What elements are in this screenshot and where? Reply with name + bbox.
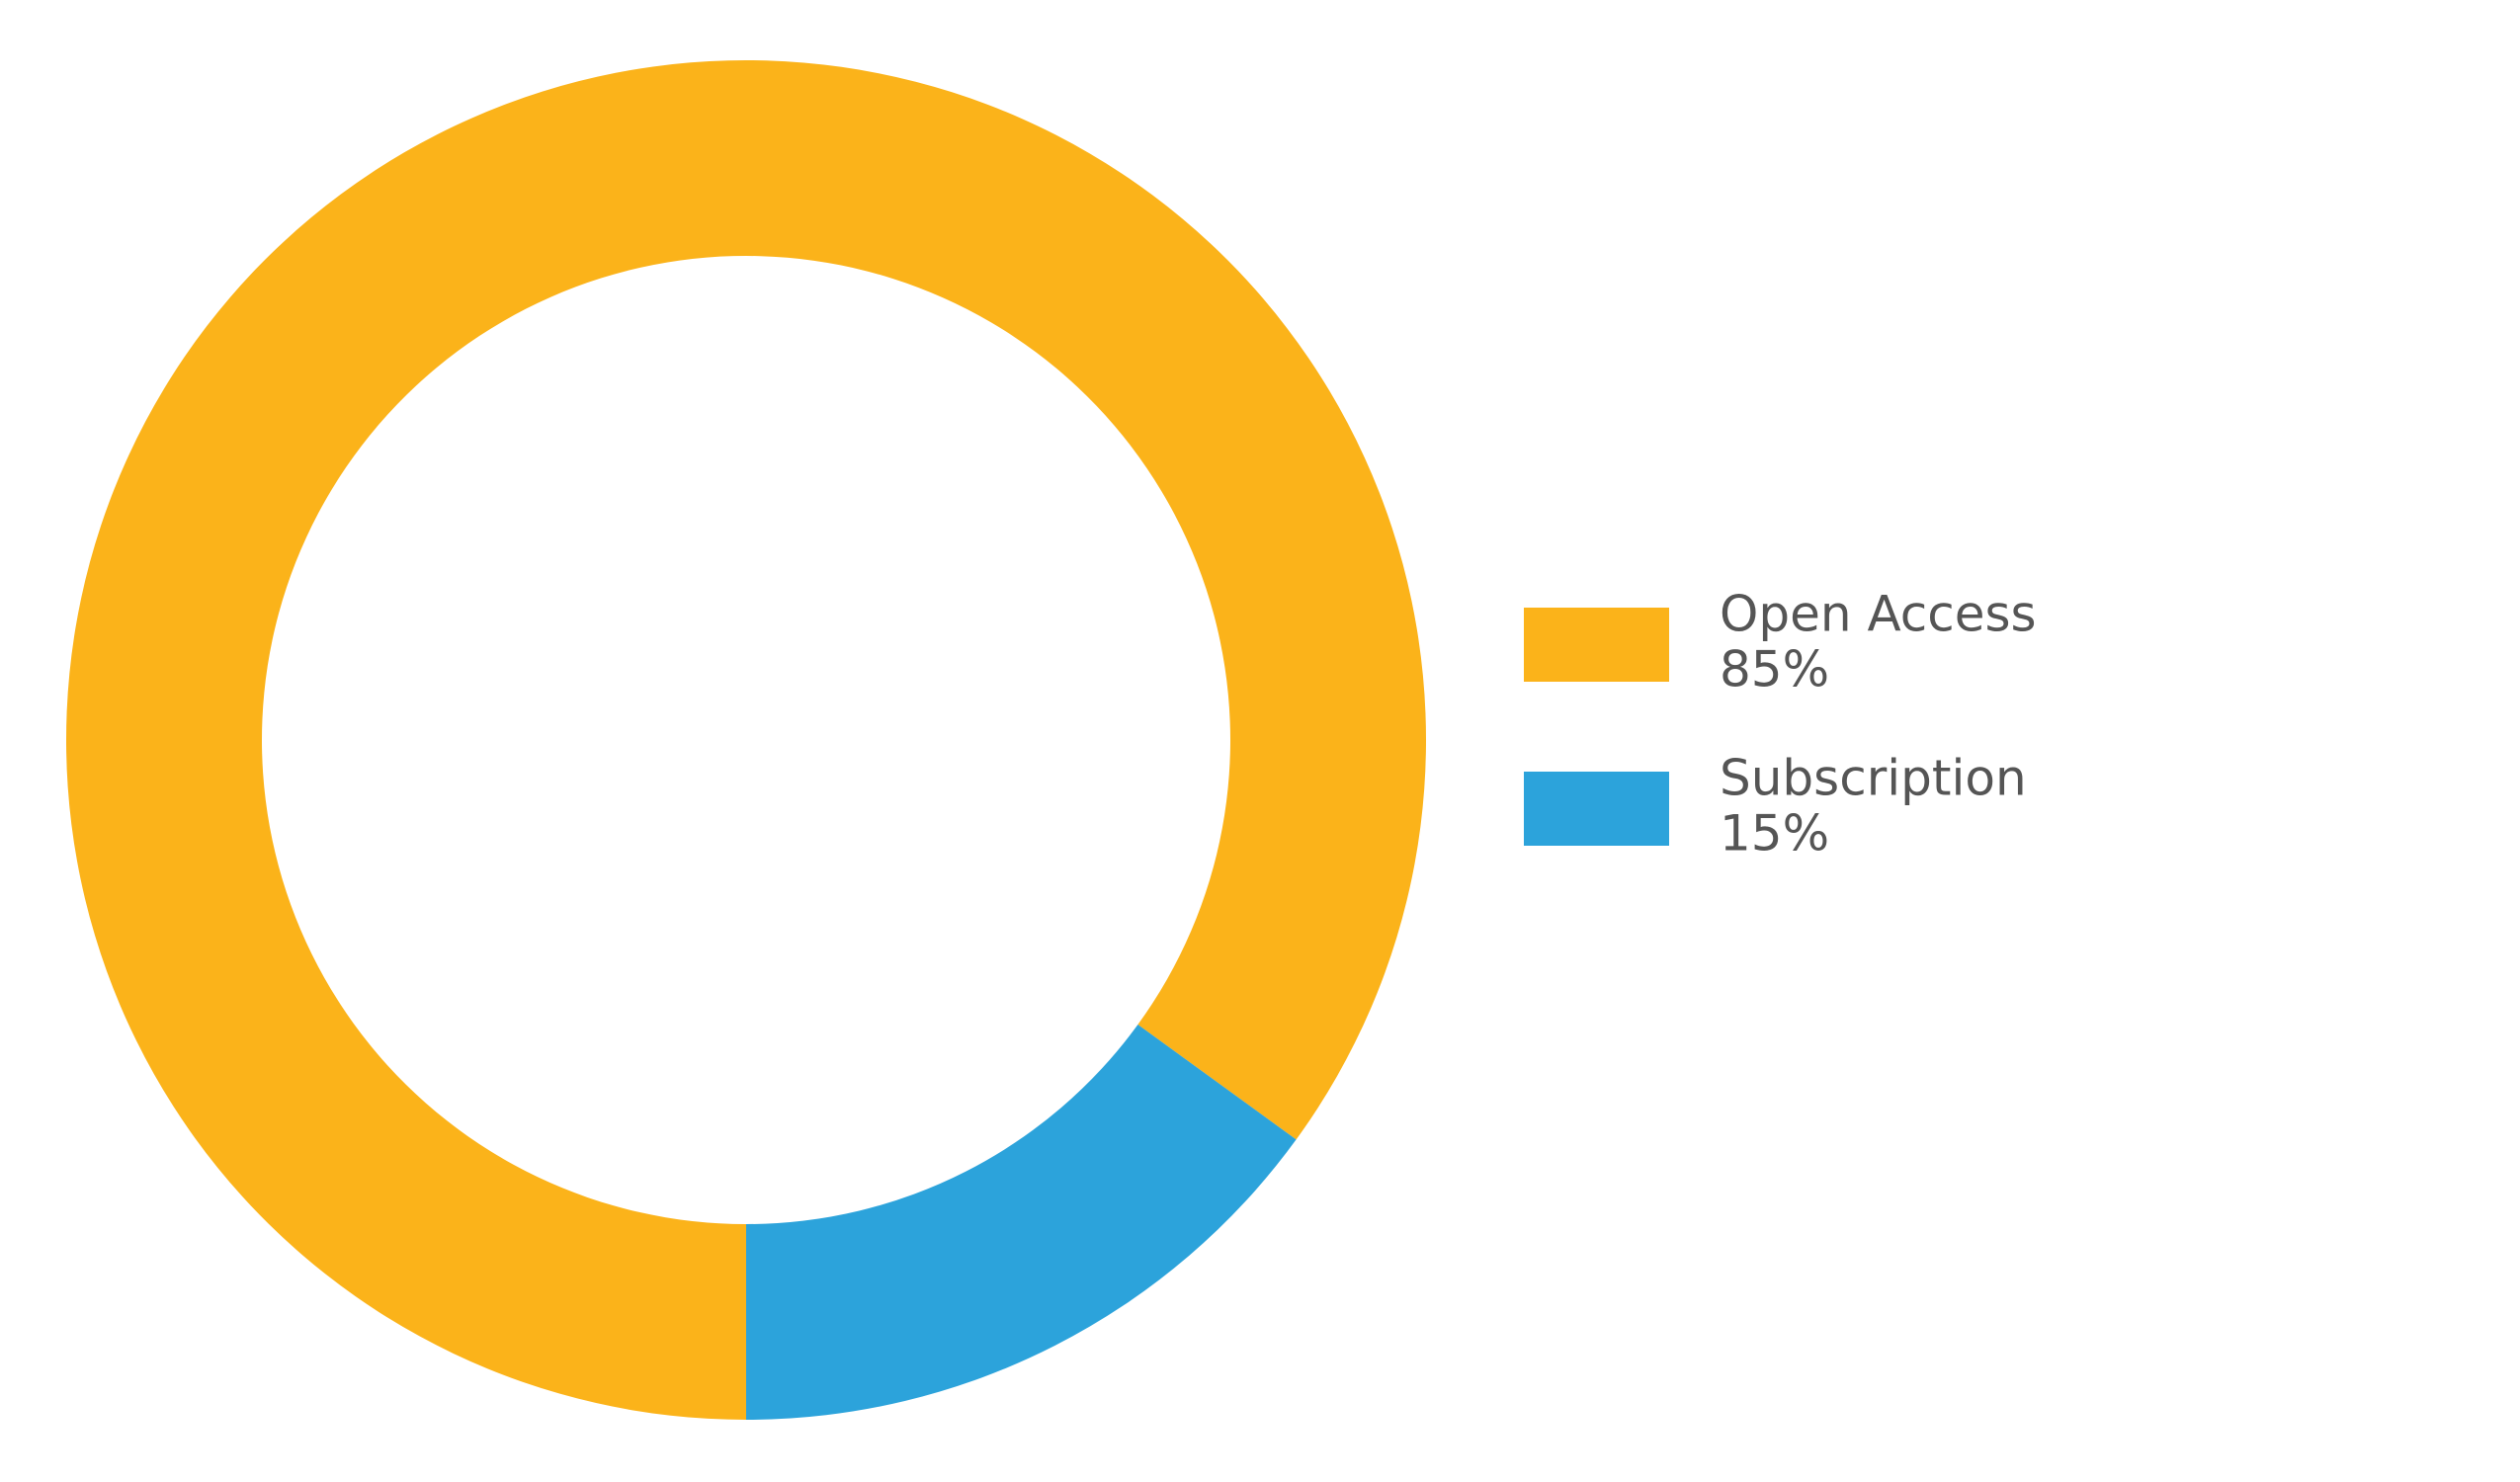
legend-value: 85% xyxy=(1720,641,1829,699)
legend-swatch xyxy=(1524,608,1669,682)
legend-swatch xyxy=(1524,772,1669,846)
legend-label: Open Access xyxy=(1720,586,2037,643)
donut-slice xyxy=(746,1025,1297,1420)
legend-label: Subscription xyxy=(1720,750,2027,807)
legend-value: 15% xyxy=(1720,805,1829,863)
